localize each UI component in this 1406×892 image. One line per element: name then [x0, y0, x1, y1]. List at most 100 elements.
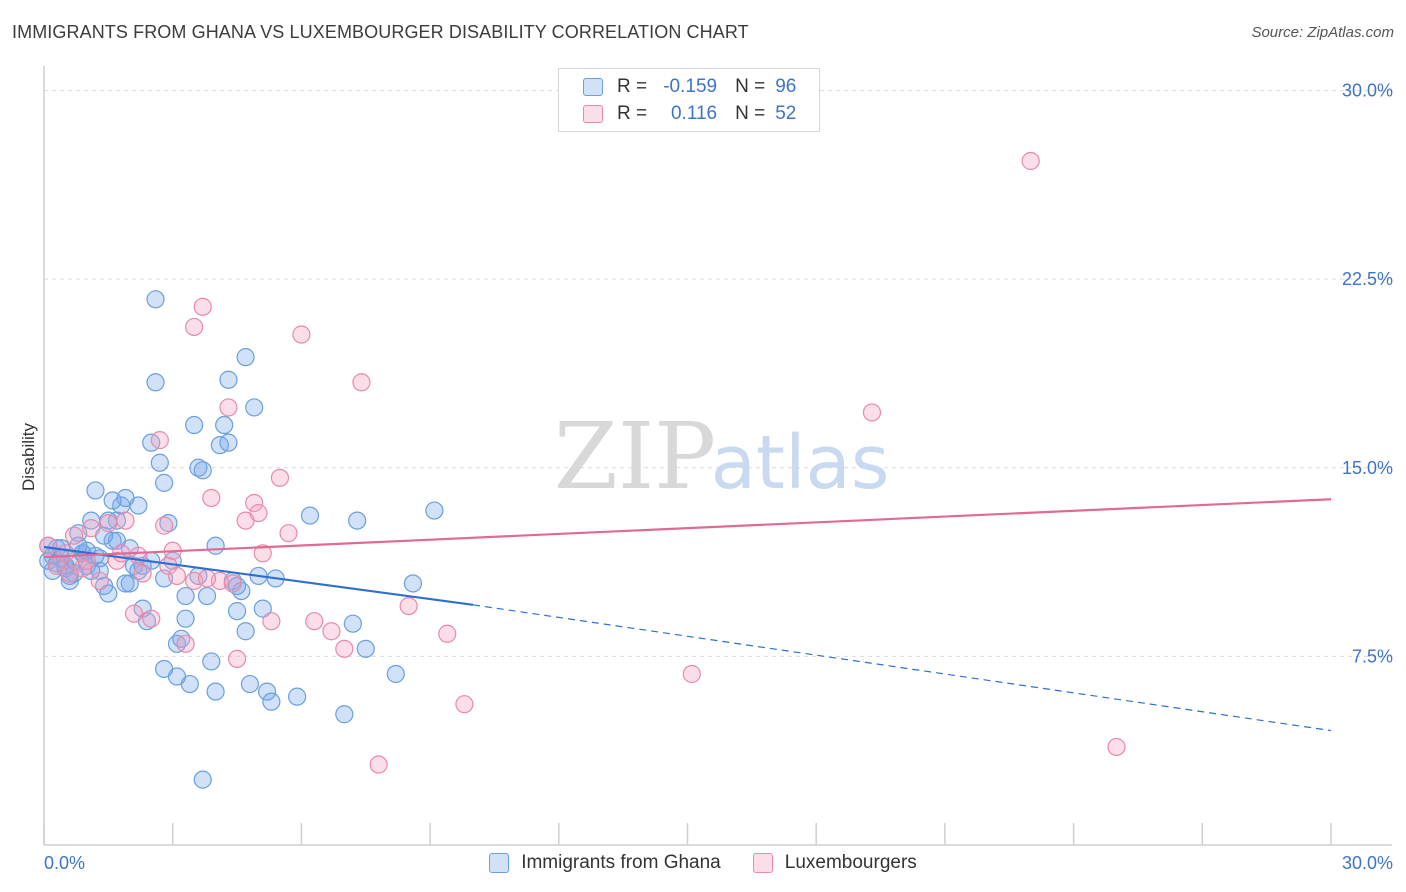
y-tick-label: 7.5%	[1352, 646, 1393, 666]
luxembourg-point	[82, 519, 101, 538]
ghana-trend-extension	[472, 604, 1332, 732]
source-label: Source: ZipAtlas.com	[1251, 24, 1394, 41]
ghana-point	[155, 473, 174, 492]
luxembourg-point	[438, 624, 457, 643]
ghana-point	[146, 373, 165, 392]
luxembourg-point	[335, 639, 354, 658]
series-legend-label: Luxembourgers	[784, 852, 917, 873]
legend-swatch-luxembourg	[583, 105, 603, 123]
stats-legend: R = -0.159 N = 96 R = 0.116 N = 52	[558, 68, 820, 132]
legend-n-value: 96	[775, 76, 797, 97]
legend-n-label: N =	[735, 103, 766, 124]
luxembourg-point	[1021, 151, 1040, 171]
ghana-point	[103, 531, 122, 550]
luxembourg-point	[352, 373, 371, 392]
ghana-point	[253, 599, 272, 618]
ghana-point	[227, 602, 247, 621]
series-legend-ghana[interactable]: Immigrants from Ghana	[489, 852, 721, 874]
ghana-point	[193, 461, 212, 480]
ghana-point	[129, 496, 148, 515]
luxembourg-point	[369, 755, 388, 774]
ghana-point	[236, 622, 255, 641]
luxembourg-point	[249, 503, 268, 523]
luxembourg-point	[142, 609, 161, 628]
trend-lines	[43, 498, 1332, 732]
ghana-point	[257, 682, 277, 701]
ghana-point	[193, 770, 212, 789]
luxembourg-point	[1107, 737, 1126, 757]
luxembourg-point	[197, 569, 217, 588]
ghana-point	[197, 586, 217, 606]
luxembourg-point	[399, 596, 418, 616]
luxembourg-point	[124, 604, 144, 623]
luxembourg-point	[305, 612, 324, 631]
series-swatch-luxembourg	[752, 853, 773, 873]
luxembourg-point	[253, 544, 272, 563]
luxembourg-trend-line	[43, 498, 1332, 559]
legend-n-label: N =	[735, 76, 766, 97]
luxembourg-point	[90, 571, 109, 591]
x-tick-label: 30.0%	[1342, 853, 1393, 873]
ghana-point	[262, 692, 281, 711]
chart-title: IMMIGRANTS FROM GHANA VS LUXEMBOURGER DI…	[12, 22, 749, 42]
ghana-trend-line	[43, 545, 474, 606]
legend-row-luxembourg: R = 0.116 N = 52	[583, 101, 796, 127]
ghana-point	[348, 511, 367, 530]
luxembourg-point	[39, 536, 58, 555]
ghana-point	[288, 687, 307, 706]
y-tick-label: 15.0%	[1342, 458, 1393, 478]
luxembourg-point	[322, 622, 341, 641]
luxembourg-point	[155, 516, 174, 535]
legend-r-value: -0.159	[663, 76, 718, 97]
watermark-atlas: atlas	[711, 420, 890, 506]
ghana-point	[219, 370, 238, 389]
luxembourg-point	[167, 566, 187, 586]
ghana-point	[146, 290, 165, 309]
gridlines	[44, 90, 1392, 657]
series-legend-luxembourg[interactable]: Luxembourgers	[752, 852, 917, 874]
ghana-point	[202, 652, 221, 671]
ghana-point	[206, 536, 225, 555]
ghana-point	[215, 415, 234, 435]
y-axis-label: Disability	[19, 422, 38, 491]
luxembourg-point	[292, 325, 311, 344]
x-tick-labels: 0.0% 30.0%	[44, 853, 1393, 873]
ghana-point	[176, 586, 195, 606]
ghana-point	[403, 574, 423, 593]
ghana-point	[103, 491, 122, 510]
ghana-point	[99, 584, 118, 603]
luxembourg-point	[219, 398, 238, 417]
legend-swatch-ghana	[583, 78, 603, 96]
ghana-point	[185, 415, 204, 435]
y-tick-labels: 7.5% 15.0% 22.5% 30.0%	[1342, 81, 1393, 667]
ghana-point	[335, 705, 354, 724]
luxembourg-point	[279, 524, 298, 543]
ghana-point	[219, 433, 238, 452]
legend-r-value: 0.116	[670, 103, 718, 124]
axes	[43, 66, 1392, 846]
ghana-point	[236, 348, 255, 367]
ghana-point	[150, 453, 169, 472]
ghana-point	[176, 609, 195, 628]
ghana-point	[356, 639, 375, 658]
luxembourg-point	[227, 649, 247, 669]
luxembourg-point	[116, 511, 135, 530]
luxembourg-point	[223, 574, 242, 593]
luxembourg-point	[455, 695, 474, 714]
y-tick-label: 22.5%	[1342, 269, 1393, 289]
luxembourg-point	[185, 317, 204, 337]
luxembourg-point	[202, 488, 221, 508]
x-tick-label: 0.0%	[44, 853, 85, 873]
series-swatch-ghana	[489, 853, 510, 873]
luxembourg-point	[60, 564, 79, 583]
luxembourg-point	[245, 493, 264, 513]
ghana-point	[120, 574, 139, 593]
legend-row-ghana: R = -0.159 N = 96	[583, 74, 796, 100]
luxembourg-point	[129, 546, 148, 565]
ghana-point	[425, 501, 444, 520]
ghana-point	[245, 398, 264, 417]
luxembourg-point	[64, 526, 84, 545]
luxembourg-point	[133, 564, 152, 583]
ghana-point	[300, 506, 320, 525]
luxembourg-point	[150, 431, 169, 450]
